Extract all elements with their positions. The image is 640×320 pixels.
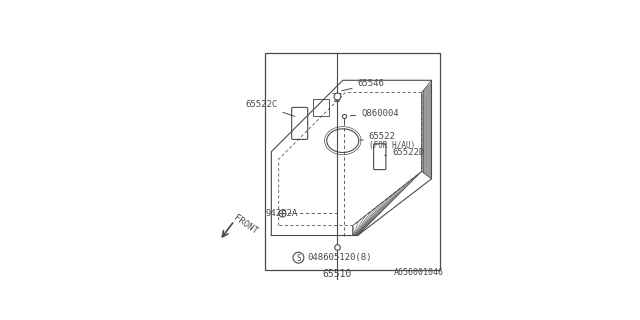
Text: 65522: 65522 <box>360 132 396 141</box>
Text: 65546: 65546 <box>342 79 385 91</box>
Text: 65522D: 65522D <box>385 148 424 157</box>
Text: (FOR H/AU): (FOR H/AU) <box>369 141 415 150</box>
Text: 65510: 65510 <box>322 269 351 279</box>
Text: 94282A: 94282A <box>265 209 298 218</box>
Text: Q860004: Q860004 <box>350 109 399 118</box>
Text: 65522C: 65522C <box>245 100 294 116</box>
Ellipse shape <box>327 129 359 153</box>
Bar <box>312 99 328 116</box>
Text: FRONT: FRONT <box>232 213 259 236</box>
Text: 048605120(8): 048605120(8) <box>307 253 372 262</box>
Bar <box>265 53 440 270</box>
Circle shape <box>293 252 304 263</box>
FancyBboxPatch shape <box>292 108 308 140</box>
FancyBboxPatch shape <box>374 144 386 170</box>
Text: A656001046: A656001046 <box>394 268 444 277</box>
Text: S: S <box>296 254 301 263</box>
